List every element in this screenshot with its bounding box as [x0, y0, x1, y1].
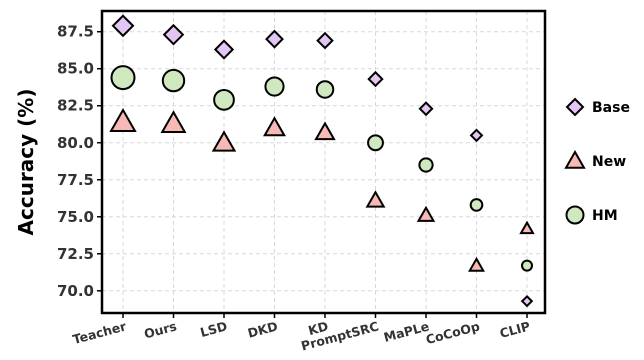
base-point — [469, 128, 484, 143]
base-point — [367, 70, 384, 88]
base-point — [213, 39, 235, 60]
data-marks — [109, 14, 535, 308]
new-point — [416, 205, 436, 222]
legend-hm-marker — [565, 205, 585, 225]
new-point — [365, 190, 386, 208]
legend-base-label: Base — [592, 100, 630, 116]
hm-point — [213, 88, 235, 111]
x-tick-label: CLIP — [498, 318, 532, 341]
hm-point — [264, 76, 285, 97]
new-point — [211, 130, 237, 152]
new-point — [109, 108, 137, 133]
x-tick-label: MaPLe — [382, 318, 431, 345]
hm-point — [469, 198, 484, 212]
hm-point — [110, 65, 136, 91]
legend-hm-label: HM — [592, 208, 618, 224]
x-tick-label: KD — [307, 318, 330, 338]
legend-new-marker — [564, 149, 586, 169]
y-tick-label: 75.0 — [57, 208, 94, 226]
y-tick-label: 70.0 — [57, 282, 94, 300]
legend: Base New HM — [564, 97, 630, 225]
y-tick-label: 77.5 — [57, 171, 94, 189]
y-tick-label: 87.5 — [57, 23, 94, 41]
y-tick-label: 80.0 — [57, 134, 94, 152]
x-tick-label: LSD — [198, 318, 228, 340]
y-tick-label: 85.0 — [57, 60, 94, 78]
new-point — [160, 110, 187, 133]
y-tick-label: 82.5 — [57, 97, 94, 115]
x-tick-label: Teacher — [71, 318, 129, 347]
base-point — [162, 23, 185, 46]
y-axis: 70.0 72.5 75.0 77.5 80.0 82.5 85.0 87.5 — [57, 23, 102, 300]
hm-point — [315, 80, 335, 99]
base-point — [418, 101, 434, 117]
legend-new-label: New — [592, 154, 626, 170]
hm-point — [521, 259, 533, 272]
x-tick-label: CoCoOp — [424, 318, 481, 347]
x-tick-label: Ours — [142, 318, 178, 341]
hm-point — [367, 134, 384, 152]
hm-point — [418, 157, 434, 173]
base-point — [111, 14, 135, 38]
x-tick-label: DKD — [246, 318, 279, 340]
new-point — [519, 220, 535, 235]
base-point — [316, 31, 334, 50]
legend-base-marker — [565, 97, 585, 117]
base-point — [265, 29, 284, 49]
new-point — [468, 256, 485, 272]
base-point — [520, 294, 534, 308]
plot-frame — [100, 9, 547, 315]
y-axis-title: Accuracy (%) — [14, 89, 38, 236]
y-tick-label: 72.5 — [57, 245, 94, 263]
new-point — [263, 116, 286, 137]
hm-point — [161, 68, 186, 93]
new-point — [314, 121, 336, 141]
